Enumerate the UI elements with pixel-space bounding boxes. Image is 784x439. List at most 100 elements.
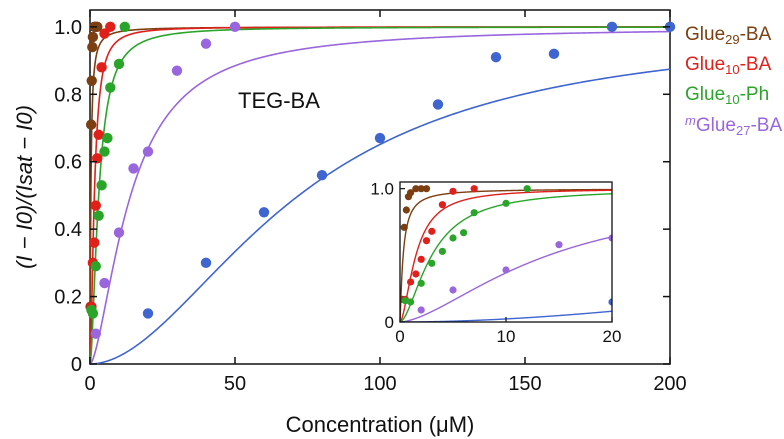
glue29-ba-point [92, 21, 103, 33]
glue10-ba-point [96, 62, 107, 73]
mglue27-ba-inset-point [608, 234, 612, 242]
x-tick-label: 0 [84, 373, 95, 395]
glue29-ba-inset-point [412, 185, 420, 193]
glue10-ph-point [93, 210, 104, 221]
mglue27-ba-point [113, 227, 125, 238]
glue10-ph-point [102, 132, 113, 144]
teg-ba-point [258, 207, 270, 218]
inset-x-tick-label: 10 [497, 327, 516, 346]
inset-axis-ticks: 0 10 20 0 1.0 [370, 180, 621, 346]
glue10-ba-inset-point [470, 185, 478, 193]
teg-ba-annotation: TEG-BA [238, 88, 320, 113]
x-tick-label: 50 [224, 373, 246, 395]
legend-part: -Ph [740, 84, 770, 105]
inset-x-tick-label: 0 [395, 327, 404, 346]
glue29-ba-point [87, 41, 98, 53]
y-tick-label: 0.4 [54, 219, 82, 241]
mglue27-ba-inset-point [502, 266, 510, 274]
glue10-ba-point [90, 200, 102, 211]
glue10-ph-inset-point [523, 185, 531, 193]
legend-entry-mglue27-ba: mGlue27-BA [685, 113, 782, 138]
glue10-ba-inset-point [438, 201, 446, 209]
legend-part: -BA [750, 115, 782, 136]
mglue27-ba-inset-point [417, 306, 425, 314]
legend-part: 29 [725, 32, 739, 47]
glue10-ph-inset-point [470, 209, 478, 217]
y-tick-label: 0 [71, 354, 82, 376]
glue10-ba-point [93, 129, 104, 140]
legend-entry-glue29-ba: Glue29-BA [685, 24, 772, 47]
inset-plot: 0 10 20 0 1.0 [370, 180, 621, 346]
glue10-ph-point [90, 261, 102, 272]
teg-ba-point [142, 308, 154, 319]
glue10-ph-point [113, 58, 125, 70]
legend-entry-glue10-ba: Glue10-BA [685, 54, 772, 77]
mglue27-ba-point [99, 277, 110, 289]
glue10-ba-point [92, 153, 103, 164]
teg-ba-point [316, 170, 328, 181]
legend-part: -BA [740, 54, 772, 75]
legend-part: Glue [696, 115, 736, 136]
legend-part: m [685, 113, 696, 128]
mglue27-ba-inset-point [449, 286, 457, 294]
glue10-ba-inset-point [412, 270, 420, 278]
glue10-ph-inset-point [502, 199, 510, 207]
x-tick-label: 150 [508, 373, 541, 395]
y-axis-label: (I − I0)/(Isat − I0) [12, 105, 37, 269]
mglue27-ba-point [128, 163, 139, 174]
mglue27-ba-point [200, 38, 212, 49]
legend-part: 10 [725, 62, 739, 77]
inset-y-tick-label: 1.0 [370, 180, 394, 199]
mglue27-ba-point [171, 65, 183, 76]
glue29-ba-inset-point [402, 206, 410, 214]
y-tick-label: 0.8 [54, 84, 82, 106]
mglue27-ba-point [142, 146, 154, 157]
glue29-ba-point [85, 119, 97, 130]
y-tick-label: 0.2 [54, 287, 82, 309]
glue10-ph-inset-point [428, 259, 436, 267]
y-tick-label: 0.6 [54, 152, 82, 174]
x-tick-label: 100 [363, 373, 396, 395]
glue10-ph-inset-fit-line [400, 193, 612, 322]
teg-ba-point [548, 48, 560, 60]
teg-ba-point [200, 257, 212, 269]
mglue27-ba-fit-line [89, 30, 671, 365]
glue10-ph-point [87, 308, 99, 319]
glue10-ba-inset-point [417, 255, 425, 263]
legend-part: Glue [685, 54, 725, 75]
legend-part: -BA [740, 24, 772, 45]
glue29-ba-inset-point [422, 185, 431, 193]
teg-ba-point [490, 52, 502, 63]
glue10-ba-inset-point [407, 278, 415, 286]
legend-part: Glue [685, 24, 725, 45]
glue10-ph-inset-point [417, 279, 425, 287]
glue29-ba-inset-point [417, 185, 425, 193]
glue10-ba-inset-point [449, 187, 457, 195]
glue29-ba-inset-point [400, 223, 408, 231]
y-tick-label: 1.0 [54, 17, 82, 39]
glue10-ph-point [119, 21, 130, 33]
glue29-ba-point [87, 31, 99, 43]
mglue27-ba-inset-point [555, 241, 563, 249]
glue10-ba-point [89, 237, 100, 248]
glue29-ba-inset-point [407, 189, 415, 197]
glue10-ba-point [105, 21, 116, 33]
main-data-points [85, 21, 676, 339]
legend-part: 27 [736, 123, 750, 138]
teg-ba-fit-line [90, 68, 671, 365]
teg-ba-point [374, 132, 386, 144]
teg-ba-point [606, 21, 618, 33]
glue10-ph-point [105, 82, 116, 93]
glue10-ph-point [99, 146, 110, 157]
legend-entry-glue10-ph: Glue10-Ph [685, 84, 769, 107]
legend-part: 10 [725, 92, 739, 107]
glue10-ba-point [99, 28, 110, 39]
mglue27-ba-inset-fit-line [400, 236, 612, 322]
glue10-ba-inset-point [428, 227, 436, 235]
teg-ba-inset-point [608, 298, 612, 306]
glue10-ph-inset-point [460, 229, 468, 237]
mglue27-ba-point [90, 328, 102, 339]
legend-part: Glue [685, 84, 725, 105]
